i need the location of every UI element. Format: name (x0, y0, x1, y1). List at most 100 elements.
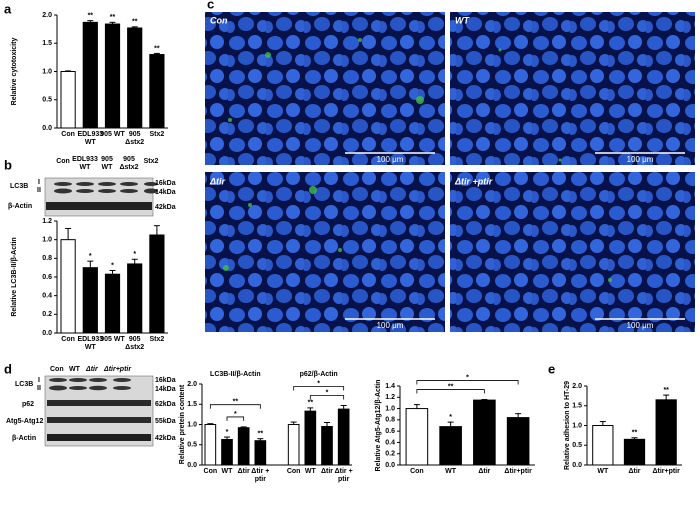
x-tick-label: Stx2 (149, 131, 165, 138)
significance-label: ** (88, 12, 94, 19)
bar (104, 23, 121, 129)
blot-form-label: II (37, 187, 41, 194)
panel-label: a (4, 1, 12, 16)
significance-label: * (317, 380, 320, 387)
x-tick-label: EDL933 WT (77, 131, 104, 146)
significance-label: * (234, 411, 237, 418)
western-blot: LC3B β-Actin I II 16kDa 14kDa 42kDa (8, 177, 176, 217)
y-tick-label: 0.6 (385, 428, 395, 435)
bar (623, 438, 646, 466)
significance-label: ** (233, 399, 239, 406)
y-tick-label: 0.2 (42, 311, 52, 318)
y-tick-label: 1.0 (385, 405, 395, 412)
x-tick-label: Con (61, 131, 75, 138)
y-tick-label: 1.5 (187, 401, 197, 408)
bar (149, 234, 165, 334)
y-tick-label: 1.5 (572, 403, 582, 410)
blot-column-label: 905 Δstx2 (119, 156, 139, 171)
x-tick-label: Δtir (628, 468, 641, 475)
x-tick-label: Con (61, 336, 75, 343)
x-tick-label: Δtir (237, 468, 250, 475)
x-tick-label: Δtir (478, 468, 491, 475)
significance-label: ** (154, 45, 160, 52)
significance-label: * (449, 414, 452, 421)
bar (254, 440, 267, 466)
y-tick-label: 1.2 (385, 394, 395, 401)
x-tick-label: WT (304, 468, 316, 475)
bar (473, 399, 496, 466)
y-tick-label: 1.2 (42, 218, 52, 225)
bar (337, 408, 350, 466)
bar (321, 426, 333, 466)
x-tick-label: WT (445, 468, 457, 475)
blot-size-label: 16kDa (155, 180, 176, 187)
y-tick-label: 0.4 (42, 293, 52, 300)
bar (60, 71, 76, 129)
bar (592, 425, 614, 466)
significance-label: ** (448, 383, 454, 390)
x-tick-label: WT (221, 468, 233, 475)
blot-column-label: Con (50, 366, 64, 373)
micrograph (205, 172, 445, 332)
y-tick-label: 0.6 (42, 274, 52, 281)
blot-size-label: 16kDa (155, 377, 176, 384)
y-tick-label: 0.5 (572, 442, 582, 449)
blot-column-label: 905 WT (101, 156, 113, 171)
x-tick-label: Δtir + ptir (334, 468, 353, 483)
bar (221, 438, 233, 466)
bar (149, 54, 165, 129)
bar (439, 426, 462, 466)
blot-column-label: Δtir (85, 366, 99, 373)
significance-bracket (416, 389, 485, 394)
panel-label: d (4, 361, 12, 376)
significance-label: * (89, 253, 92, 260)
significance-label: * (326, 389, 329, 396)
panel-label: c (207, 0, 214, 11)
x-tick-label: Δtir+ptir (504, 468, 532, 475)
y-axis-label: Relative pretein content (179, 384, 186, 464)
y-tick-label: 0.0 (385, 462, 395, 469)
y-tick-label: 0.0 (187, 462, 197, 469)
micrograph-label: Con (210, 15, 228, 25)
x-tick-label: EDL933 WT (77, 336, 104, 351)
blot-size-label: 14kDa (155, 189, 176, 196)
significance-label: * (133, 251, 136, 258)
x-tick-label: Con (203, 468, 218, 475)
significance-label: * (466, 374, 469, 381)
micrograph (450, 12, 695, 165)
bar (60, 239, 76, 334)
y-tick-label: 1.0 (42, 68, 52, 75)
x-tick-label: 905 WT (100, 336, 125, 343)
blot-row-label: β-Actin (8, 203, 32, 210)
blot-column-label: Con (56, 158, 70, 165)
significance-bracket (209, 404, 261, 409)
scale-bar-label: 100 μm (627, 321, 654, 330)
x-tick-label: Δtir (320, 468, 334, 475)
x-tick-label: 905 Δstx2 (125, 336, 145, 351)
significance-bracket (309, 395, 345, 400)
y-axis-label: Relative adhesion to HT-29 (564, 381, 571, 470)
significance-label: ** (632, 430, 638, 437)
micrograph-label: Δtir +ptir (454, 176, 493, 186)
scale-bar-label: 100 μm (377, 155, 404, 164)
scale-bar-label: 100 μm (627, 155, 654, 164)
blot-row-label: p62 (22, 401, 34, 408)
y-axis-label: Relative Atg5-Atg12/β-Actin (375, 380, 382, 472)
blot-form-label: I (38, 377, 40, 384)
y-tick-label: 1.4 (385, 383, 395, 390)
y-tick-label: 0.8 (42, 255, 52, 262)
micrograph (205, 12, 445, 165)
x-tick-label: Δtir + ptir (251, 468, 270, 483)
bar (287, 424, 300, 466)
x-tick-label: WT (597, 468, 609, 475)
bar (127, 27, 143, 129)
x-tick-label: 905 WT (100, 131, 125, 138)
blot-form-label: II (37, 385, 41, 392)
y-tick-label: 0.5 (42, 97, 52, 104)
y-tick-label: 0.2 (385, 451, 395, 458)
x-tick-label: 905 Δstx2 (125, 131, 145, 146)
group-title: LC3B-II/β-Actin (210, 371, 261, 378)
blot-size-label: 42kDa (155, 204, 176, 211)
bar (237, 427, 250, 466)
